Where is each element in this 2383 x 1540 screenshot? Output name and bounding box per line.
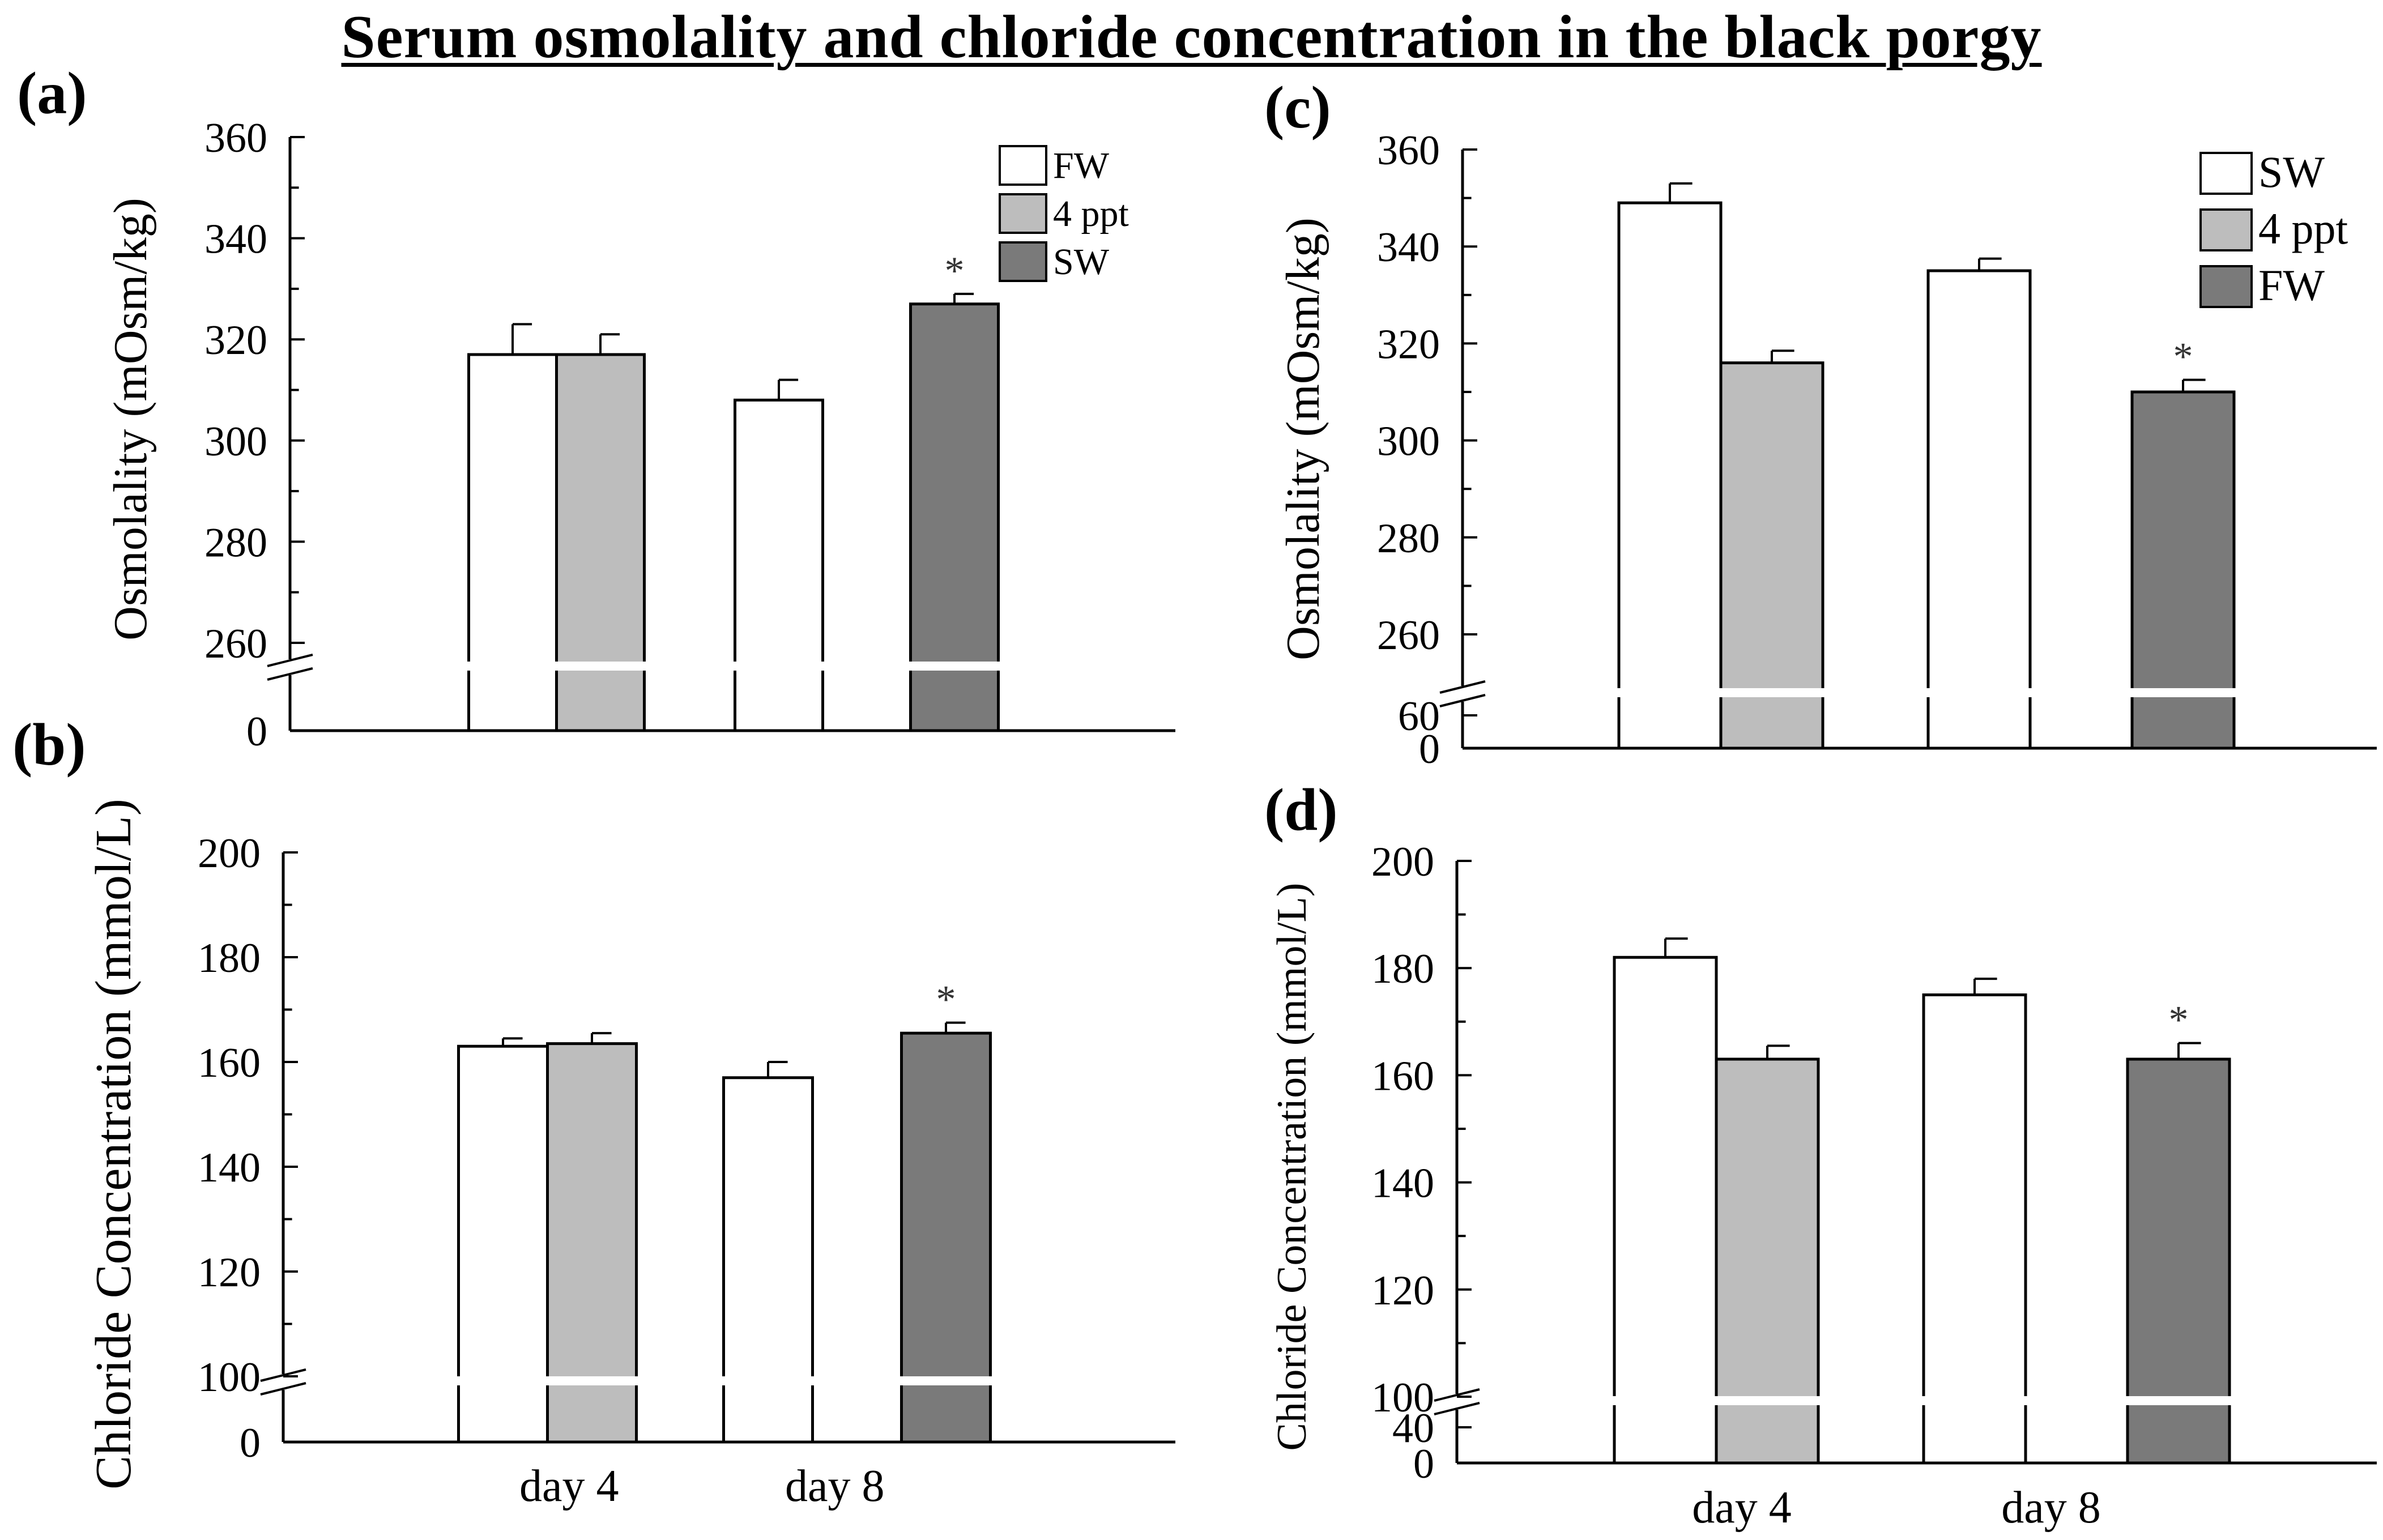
- bar: [1715, 1057, 1820, 1465]
- y-tick-label: 120: [198, 1249, 261, 1296]
- bar-break-band: [545, 1376, 639, 1385]
- legend-label: SW: [2258, 147, 2325, 197]
- panel-label: (a): [17, 60, 87, 126]
- bar-break-band: [554, 662, 647, 671]
- y-tick-label: 260: [1377, 612, 1440, 659]
- y-tick-label: 100: [1371, 1375, 1434, 1421]
- legend-label: SW: [1053, 241, 1110, 283]
- y-tick-label: 280: [204, 519, 267, 566]
- panel-label: (c): [1264, 74, 1331, 140]
- legend-swatch: [999, 193, 1047, 234]
- bar: [734, 398, 824, 732]
- bar: [1922, 993, 2027, 1465]
- bar: [1719, 361, 1824, 750]
- legend-swatch: [999, 241, 1047, 282]
- y-tick-label: 160: [1371, 1053, 1434, 1099]
- legend-swatch: [2199, 208, 2253, 251]
- y-tick-label: 0: [1419, 726, 1440, 773]
- y-tick-label: 0: [1413, 1441, 1434, 1487]
- y-tick-label: 360: [204, 115, 267, 161]
- y-tick-label: 180: [1371, 946, 1434, 992]
- bar-break-band: [1719, 688, 1825, 697]
- axis-break-mark: [267, 654, 313, 667]
- legend-label: 4 ppt: [1053, 193, 1129, 234]
- y-axis-label: Osmolality (mOsm/kg): [1277, 217, 1329, 660]
- bar-break-band: [1617, 688, 1723, 697]
- legend-swatch: [2199, 265, 2253, 308]
- panel-label: (b): [12, 711, 86, 778]
- significance-marker: *: [945, 249, 965, 293]
- x-category-label: day 4: [1692, 1483, 1792, 1533]
- panel-label: (d): [1264, 777, 1338, 843]
- y-tick-label: 40: [1392, 1405, 1434, 1452]
- significance-marker: *: [2169, 999, 2189, 1042]
- y-axis-label: Chloride Concentration (mmol/L): [1269, 883, 1315, 1451]
- bar: [555, 353, 646, 732]
- y-axis-label: Chloride Concentration (mmol/L): [86, 799, 142, 1490]
- bar: [900, 1031, 992, 1444]
- y-tick-label: 60: [1398, 693, 1440, 740]
- axis-break-mark: [1434, 1388, 1480, 1402]
- axis-break-mark: [260, 1382, 306, 1396]
- bar: [1617, 201, 1723, 750]
- y-tick-label: 180: [198, 935, 261, 982]
- bar-break-band: [1612, 1396, 1719, 1405]
- x-category-label: day 4: [519, 1461, 619, 1511]
- legend-swatch: [2199, 152, 2253, 195]
- legend-swatch: [999, 145, 1047, 186]
- y-tick-label: 0: [246, 709, 267, 755]
- axis-break-mark: [267, 667, 313, 681]
- y-tick-label: 340: [1377, 224, 1440, 271]
- significance-marker: *: [2173, 335, 2193, 379]
- y-tick-label: 340: [204, 216, 267, 263]
- y-tick-label: 320: [204, 317, 267, 364]
- bar-break-band: [2130, 688, 2236, 697]
- bar: [909, 302, 1000, 732]
- y-tick-label: 200: [198, 830, 261, 877]
- y-tick-label: 200: [1371, 839, 1434, 885]
- x-category-label: day 8: [2001, 1483, 2101, 1533]
- bar-break-band: [1714, 1396, 1821, 1405]
- y-tick-label: 360: [1377, 127, 1440, 174]
- bar: [1926, 269, 2032, 750]
- axis-break-mark: [1434, 1402, 1480, 1415]
- y-tick-label: 280: [1377, 515, 1440, 562]
- axis-break-mark: [1439, 680, 1486, 694]
- bar-break-band: [1921, 1396, 2028, 1405]
- y-tick-label: 120: [1371, 1268, 1434, 1314]
- bar-break-band: [732, 662, 825, 671]
- legend-label: FW: [2258, 261, 2325, 310]
- figure-title: Serum osmolality and chloride concentrat…: [341, 3, 2042, 71]
- y-tick-label: 140: [1371, 1161, 1434, 1207]
- bar-break-band: [1926, 688, 2032, 697]
- y-tick-label: 140: [198, 1145, 261, 1191]
- bar-break-band: [456, 1376, 550, 1385]
- bar-break-band: [908, 662, 1001, 671]
- bar-break-band: [721, 1376, 815, 1385]
- legend-label: 4 ppt: [2258, 204, 2348, 253]
- y-tick-label: 300: [1377, 419, 1440, 465]
- bar: [467, 353, 558, 732]
- y-axis-label: Osmolality (mOsm/kg): [104, 198, 157, 641]
- y-tick-label: 160: [198, 1040, 261, 1086]
- y-tick-label: 260: [204, 621, 267, 667]
- y-tick-label: 300: [204, 419, 267, 465]
- legend-label: FW: [1053, 145, 1110, 186]
- y-tick-label: 0: [240, 1420, 261, 1466]
- bar-break-band: [466, 662, 559, 671]
- significance-marker: *: [936, 978, 956, 1022]
- x-category-label: day 8: [785, 1461, 885, 1511]
- bar: [722, 1076, 814, 1444]
- bar: [1613, 955, 1718, 1465]
- axis-break-mark: [1439, 694, 1486, 707]
- bar-break-band: [2125, 1396, 2232, 1405]
- y-tick-label: 100: [198, 1354, 261, 1401]
- y-tick-label: 320: [1377, 321, 1440, 368]
- bar-break-band: [899, 1376, 993, 1385]
